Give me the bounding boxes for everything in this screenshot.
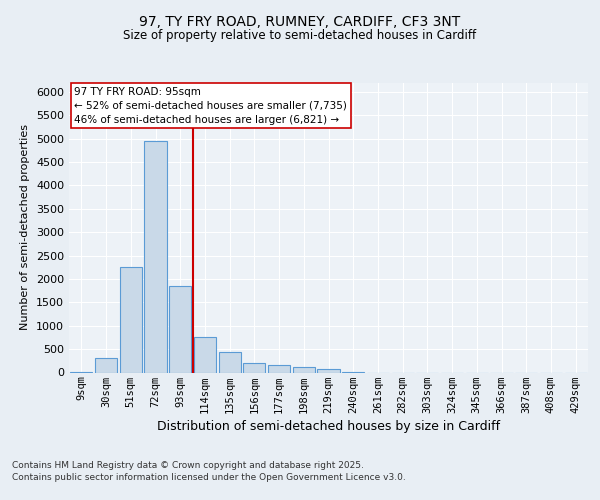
Bar	[119, 268, 142, 372]
Y-axis label: Number of semi-detached properties: Number of semi-detached properties	[20, 124, 31, 330]
Text: Contains HM Land Registry data © Crown copyright and database right 2025.: Contains HM Land Registry data © Crown c…	[12, 462, 364, 470]
Text: Size of property relative to semi-detached houses in Cardiff: Size of property relative to semi-detach…	[124, 28, 476, 42]
Bar	[194, 338, 216, 372]
Bar	[218, 352, 241, 372]
Bar	[169, 286, 191, 372]
Text: 97, TY FRY ROAD, RUMNEY, CARDIFF, CF3 3NT: 97, TY FRY ROAD, RUMNEY, CARDIFF, CF3 3N…	[139, 16, 461, 30]
Text: Contains public sector information licensed under the Open Government Licence v3: Contains public sector information licen…	[12, 473, 406, 482]
Bar	[243, 363, 265, 372]
Bar	[145, 141, 167, 372]
Bar	[268, 365, 290, 372]
Bar	[317, 370, 340, 372]
Bar	[95, 358, 117, 372]
X-axis label: Distribution of semi-detached houses by size in Cardiff: Distribution of semi-detached houses by …	[157, 420, 500, 432]
Bar	[293, 368, 315, 372]
Text: 97 TY FRY ROAD: 95sqm
← 52% of semi-detached houses are smaller (7,735)
46% of s: 97 TY FRY ROAD: 95sqm ← 52% of semi-deta…	[74, 87, 347, 125]
